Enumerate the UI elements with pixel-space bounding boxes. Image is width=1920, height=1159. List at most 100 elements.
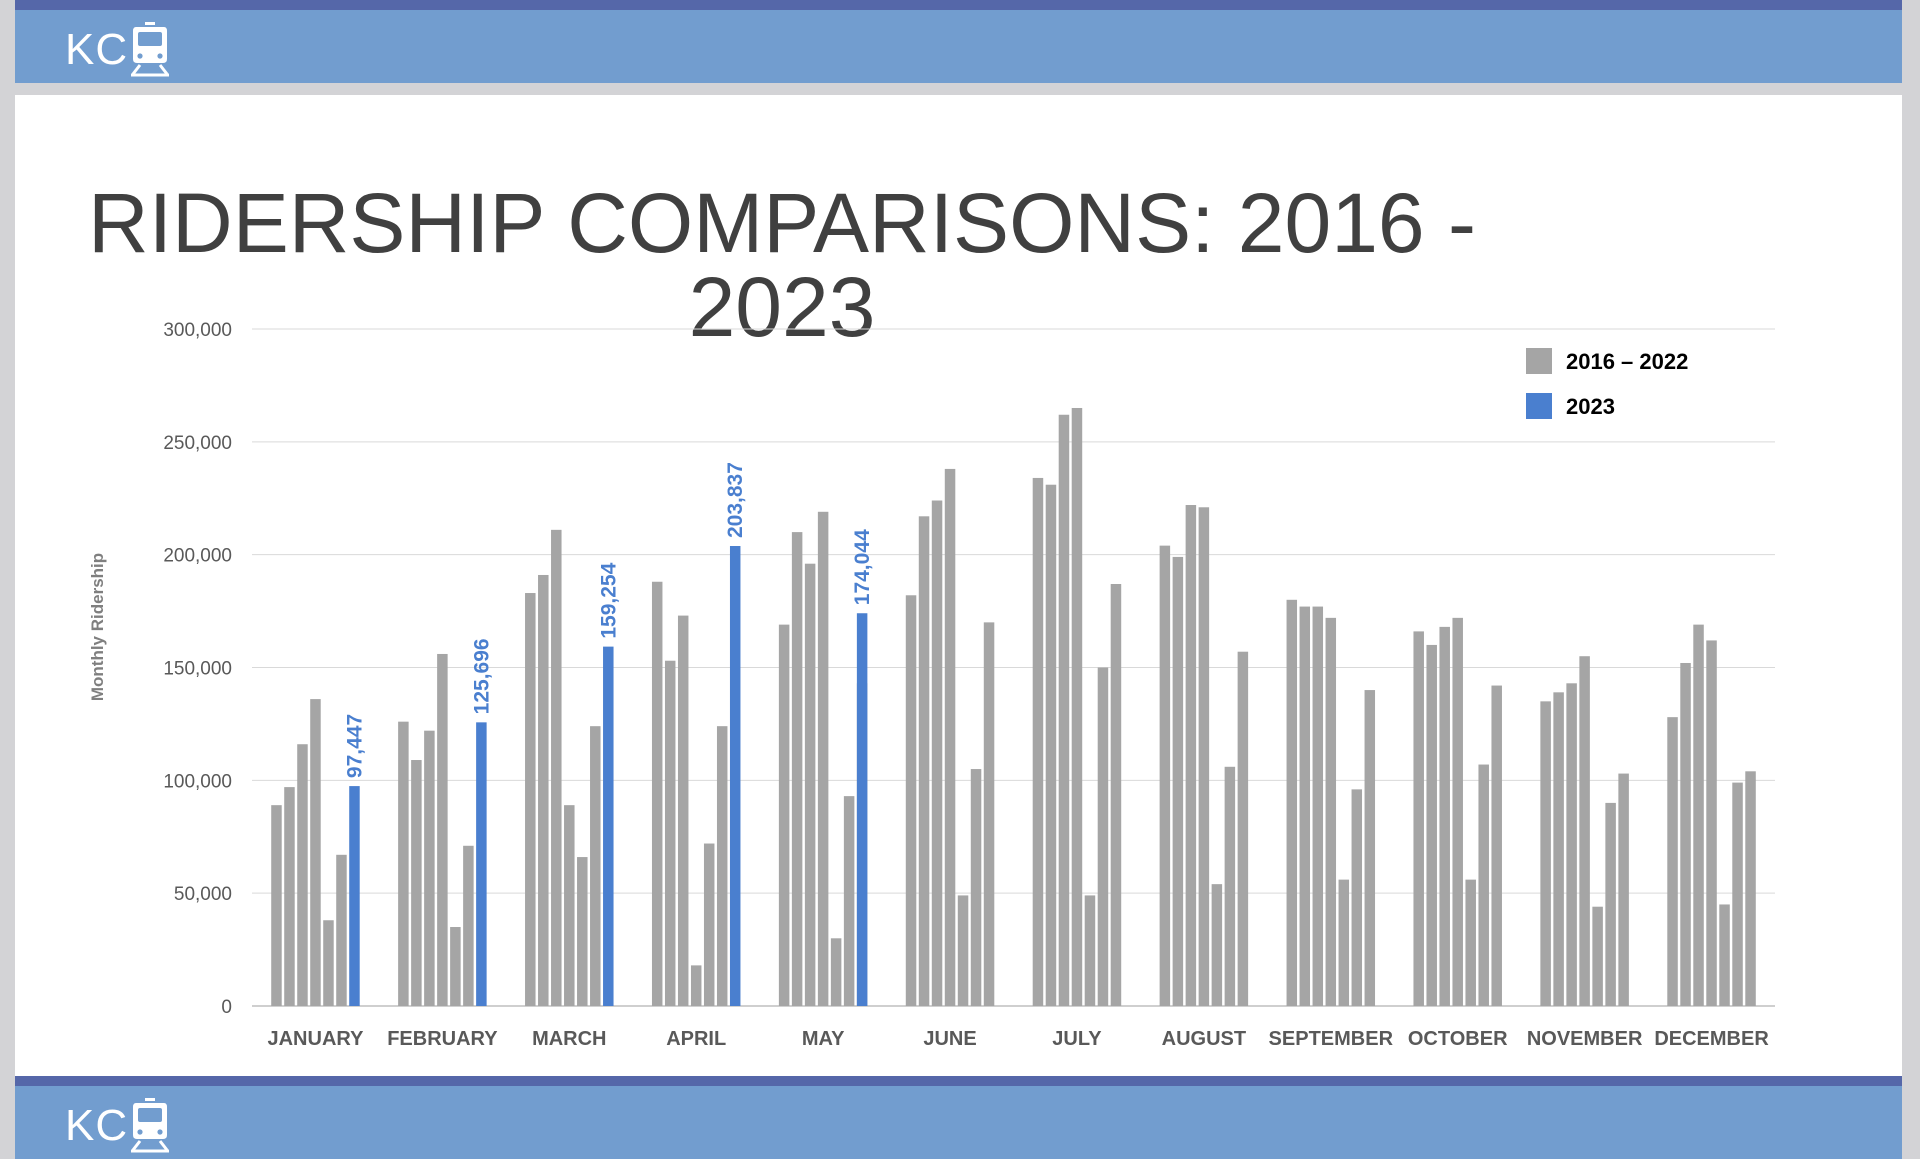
bar-history bbox=[1237, 651, 1249, 1006]
streetcar-icon bbox=[131, 1098, 170, 1153]
bar-history bbox=[817, 511, 829, 1006]
bar-history bbox=[1097, 667, 1109, 1006]
bar-history bbox=[690, 965, 702, 1006]
bar-history bbox=[437, 653, 448, 1006]
bar-history bbox=[931, 500, 943, 1006]
bar-history bbox=[551, 529, 562, 1006]
bar-history bbox=[310, 699, 321, 1006]
data-label-2023: 159,254 bbox=[597, 562, 620, 638]
bar-2023 bbox=[603, 646, 614, 1006]
logo-text: KC bbox=[65, 1101, 129, 1150]
data-label-2023: 125,696 bbox=[470, 638, 493, 714]
bar-history bbox=[677, 615, 689, 1006]
bar-history bbox=[1172, 556, 1184, 1006]
bar-history bbox=[1478, 764, 1489, 1006]
y-tick-label: 300,000 bbox=[163, 320, 232, 341]
bar-history bbox=[590, 726, 601, 1006]
bars bbox=[271, 407, 1756, 1007]
slide: RIDERSHIP COMPARISONS: 2016 - 2023 0 50,0… bbox=[15, 95, 1902, 1076]
bar-history bbox=[1693, 624, 1704, 1006]
bar-history bbox=[1706, 640, 1717, 1006]
bar-history bbox=[1084, 895, 1096, 1006]
bar-history bbox=[651, 581, 663, 1006]
bar-history bbox=[1071, 407, 1083, 1006]
y-tick-label: 100,000 bbox=[163, 771, 232, 792]
bar-history bbox=[411, 760, 422, 1006]
logo-text: KC bbox=[65, 25, 129, 74]
bar-history bbox=[1110, 584, 1122, 1006]
data-label-2023: 203,837 bbox=[724, 462, 747, 538]
bar-history bbox=[1719, 904, 1730, 1006]
y-tick-label: 150,000 bbox=[163, 659, 232, 680]
data-labels: 97,447 125,696 159,254 203,837 174,044 bbox=[343, 462, 874, 778]
bar-history bbox=[830, 938, 842, 1006]
bar-history bbox=[1185, 505, 1197, 1006]
bar-history bbox=[1745, 771, 1756, 1006]
bar-history bbox=[450, 927, 461, 1006]
bar-history bbox=[564, 805, 575, 1006]
x-category-label: MAY bbox=[802, 1028, 845, 1050]
bar-history bbox=[716, 726, 728, 1006]
footer-band: KC bbox=[15, 1076, 1902, 1159]
y-tick-label: 0 bbox=[221, 997, 232, 1018]
y-tick-label: 50,000 bbox=[174, 884, 232, 905]
header-logo: KC bbox=[65, 22, 170, 78]
bar-history bbox=[1198, 507, 1210, 1006]
bar-history bbox=[1364, 690, 1376, 1006]
bar-history bbox=[284, 787, 295, 1006]
bar-history bbox=[918, 516, 930, 1006]
bar-history bbox=[1732, 782, 1743, 1006]
y-axis-title: Monthly Ridership bbox=[88, 553, 107, 701]
bar-history bbox=[271, 805, 282, 1006]
x-axis-categories: JANUARY FEBRUARY MARCH APRIL MAY JUNE JULY AUGU… bbox=[267, 1028, 1769, 1050]
y-tick-label: 200,000 bbox=[163, 546, 232, 567]
bar-history bbox=[1618, 773, 1629, 1006]
x-category-label: DECEMBER bbox=[1654, 1028, 1769, 1050]
legend-label-current: 2023 bbox=[1566, 394, 1615, 419]
bar-history bbox=[1667, 717, 1678, 1006]
bar-history bbox=[1680, 662, 1691, 1006]
bar-history bbox=[1426, 644, 1437, 1006]
bar-history bbox=[1413, 631, 1424, 1006]
streetcar-icon bbox=[131, 22, 170, 77]
bar-history bbox=[398, 721, 409, 1006]
bar-2023 bbox=[856, 613, 868, 1006]
bar-history bbox=[703, 843, 715, 1006]
bar-history bbox=[323, 920, 334, 1006]
legend-swatch-history bbox=[1526, 348, 1552, 374]
bar-history bbox=[424, 730, 435, 1006]
ridership-chart: 0 50,000 100,000 150,000 200,000 250,000 300,0… bbox=[88, 320, 1775, 1050]
bar-history bbox=[1286, 599, 1298, 1006]
x-category-label: AUGUST bbox=[1162, 1028, 1246, 1050]
bar-history bbox=[1553, 692, 1564, 1006]
bar-history bbox=[525, 593, 536, 1006]
bar-history bbox=[1439, 626, 1450, 1006]
x-category-label: APRIL bbox=[666, 1028, 726, 1050]
x-category-label: FEBRUARY bbox=[387, 1028, 498, 1050]
bar-history bbox=[1338, 879, 1350, 1006]
bar-history bbox=[778, 624, 790, 1006]
bar-history bbox=[804, 563, 816, 1006]
bar-history bbox=[1452, 617, 1463, 1006]
bar-history bbox=[944, 468, 956, 1006]
bar-history bbox=[1605, 802, 1616, 1006]
x-category-label: NOVEMBER bbox=[1527, 1028, 1643, 1050]
bar-history bbox=[297, 744, 308, 1006]
bar-history bbox=[957, 895, 969, 1006]
bar-history bbox=[664, 660, 676, 1006]
x-category-label: JUNE bbox=[923, 1028, 976, 1050]
y-tick-label: 250,000 bbox=[163, 433, 232, 454]
bar-history bbox=[1540, 701, 1551, 1006]
bar-history bbox=[1312, 606, 1324, 1006]
bar-history bbox=[463, 845, 474, 1006]
x-category-label: JANUARY bbox=[267, 1028, 364, 1050]
legend: 2016 – 2022 2023 bbox=[1526, 348, 1688, 419]
data-label-2023: 97,447 bbox=[343, 714, 366, 778]
y-axis-ticks: 0 50,000 100,000 150,000 200,000 250,000 300,0… bbox=[163, 320, 232, 1018]
bar-history bbox=[336, 854, 347, 1006]
bar-history bbox=[983, 622, 995, 1006]
bar-history bbox=[1211, 884, 1223, 1006]
bar-history bbox=[791, 532, 803, 1006]
header-band: KC bbox=[15, 0, 1902, 83]
bar-history bbox=[1159, 545, 1171, 1006]
